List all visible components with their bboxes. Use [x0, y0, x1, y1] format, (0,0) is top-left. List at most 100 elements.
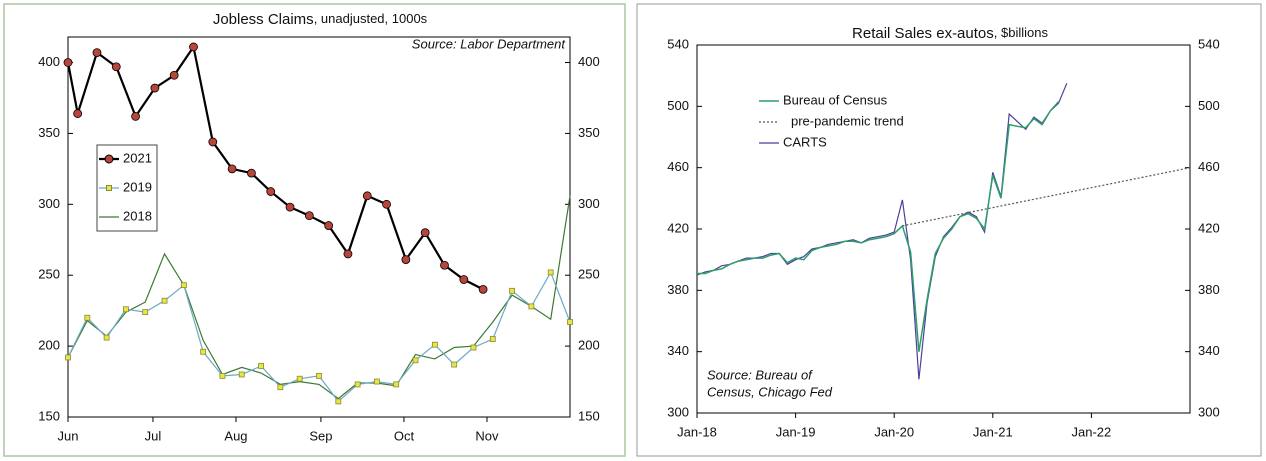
marker [335, 398, 342, 405]
x-tick-label: Jan-22 [1072, 424, 1112, 439]
x-tick-label: Jun [58, 428, 79, 443]
y-tick-label: 300 [38, 196, 60, 211]
marker [374, 378, 380, 385]
x-tick-label: Jan-20 [874, 424, 914, 439]
x-tick-label: Jan-21 [973, 424, 1013, 439]
y-tick-label: 200 [38, 338, 60, 353]
plot-area [696, 44, 1191, 414]
marker [219, 372, 226, 379]
legend-label: CARTS [783, 134, 827, 149]
marker [285, 202, 295, 212]
legend-label: Bureau of Census [783, 92, 888, 107]
x-tick-label: Nov [475, 428, 499, 443]
marker [131, 112, 140, 121]
marker [247, 168, 256, 178]
y2-tick-label: 200 [578, 338, 600, 353]
y-tick-label: 540 [667, 36, 689, 51]
marker [208, 137, 218, 147]
title-sub: $billions [1001, 25, 1048, 40]
x-tick-label: Jan-18 [677, 424, 717, 439]
y-tick-label: 340 [667, 343, 689, 358]
y2-tick-label: 250 [578, 267, 600, 282]
marker [150, 83, 160, 93]
y2-tick-label: 420 [1198, 220, 1220, 235]
y-tick-label: 350 [38, 125, 60, 140]
y2-tick-label: 500 [1198, 98, 1220, 113]
marker [567, 319, 573, 325]
y2-tick-label: 540 [1198, 36, 1220, 51]
marker [354, 381, 361, 388]
marker [73, 109, 83, 118]
panel-border [636, 3, 1262, 457]
marker [451, 361, 458, 368]
y-tick-label: 500 [667, 98, 689, 113]
annotation: Census, Chicago Fed [707, 384, 833, 399]
marker [304, 211, 314, 221]
x-tick-label: Aug [224, 428, 247, 443]
marker [161, 297, 168, 304]
legend-marker [106, 185, 112, 191]
marker [238, 371, 245, 378]
marker [382, 199, 391, 209]
marker [343, 249, 353, 259]
title-main: Retail Sales ex-autos [852, 25, 994, 42]
legend-label: 2018 [123, 208, 152, 223]
y-tick-label: 150 [38, 408, 60, 423]
marker [189, 42, 198, 52]
marker [111, 62, 121, 72]
legend-label: 2021 [123, 150, 152, 165]
marker [324, 221, 334, 230]
marker [142, 309, 149, 315]
title-sep: , [994, 25, 1001, 40]
marker [84, 314, 91, 321]
marker [401, 255, 411, 265]
marker [277, 384, 284, 391]
marker [65, 354, 71, 361]
legend-marker [104, 154, 114, 164]
marker [478, 284, 488, 294]
chart-title: Retail Sales ex-autos, $billions [852, 25, 1048, 42]
series-line [697, 101, 1060, 352]
marker [103, 334, 110, 341]
marker [431, 341, 438, 348]
marker [470, 344, 477, 351]
plot-area [67, 36, 571, 418]
y-tick-label: 460 [667, 159, 689, 174]
marker [200, 348, 207, 355]
x-tick-label: Jul [145, 428, 162, 443]
marker [509, 287, 515, 294]
y-tick-label: 250 [38, 267, 60, 282]
legend-label: 2019 [123, 179, 152, 194]
y2-tick-label: 300 [1198, 404, 1220, 419]
marker [393, 381, 400, 388]
marker [63, 58, 73, 67]
series-line [902, 167, 1191, 227]
x-tick-label: Jan-19 [776, 424, 816, 439]
marker [316, 372, 322, 379]
marker [266, 187, 276, 196]
marker [92, 48, 102, 57]
marker [169, 70, 179, 80]
panel-border [3, 3, 626, 457]
marker [180, 282, 187, 289]
marker [440, 260, 449, 270]
marker [459, 275, 469, 284]
y2-tick-label: 460 [1198, 159, 1220, 174]
marker [123, 306, 129, 313]
marker [296, 375, 303, 382]
chart-title: Jobless Claims, unadjusted, 1000s [213, 11, 428, 28]
y-tick-label: 380 [667, 282, 689, 297]
title-sub: unadjusted, 1000s [321, 11, 428, 26]
y-tick-label: 420 [667, 220, 689, 235]
y2-tick-label: 350 [578, 125, 600, 140]
marker [258, 363, 264, 369]
legend-label: pre-pandemic trend [791, 113, 904, 128]
annotation: Source: Bureau of [707, 367, 813, 382]
marker [412, 357, 419, 364]
title-main: Jobless Claims [213, 11, 314, 28]
x-tick-label: Oct [394, 428, 415, 443]
y-tick-label: 300 [667, 404, 689, 419]
marker [489, 336, 496, 342]
annotation: Source: Labor Department [412, 36, 567, 51]
